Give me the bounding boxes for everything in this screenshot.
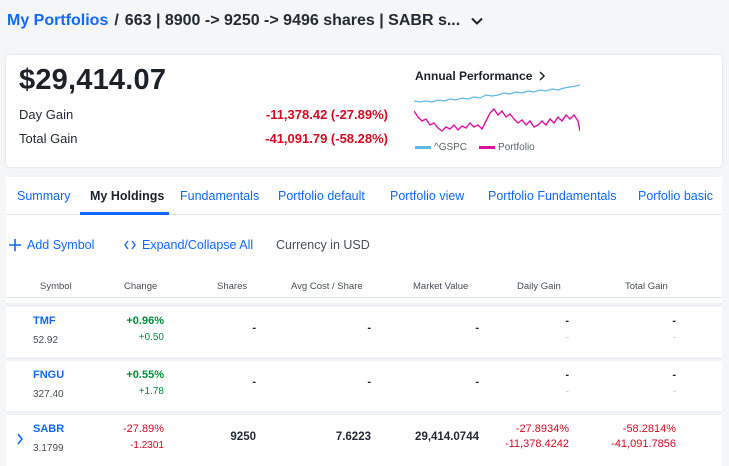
avg-cost-value: - bbox=[367, 376, 371, 388]
annual-performance-link[interactable]: Annual Performance bbox=[415, 69, 546, 83]
tab-portfolio-view[interactable]: Portfolio view bbox=[390, 189, 465, 203]
currency-label: Currency in USD bbox=[276, 238, 370, 252]
breadcrumb: My Portfolios / 663 | 8900 -> 9250 -> 94… bbox=[7, 10, 484, 32]
tab-porfolio-basic[interactable]: Porfolio basic bbox=[638, 189, 714, 203]
legend-label-portfolio: Portfolio bbox=[498, 142, 535, 153]
holdings-panel: Summary My Holdings Fundamentals Portfol… bbox=[6, 177, 722, 466]
total-gain-value: - bbox=[672, 315, 676, 327]
table-row[interactable]: SABR 3.1799 -27.89% -1.2301 9250 7.6223 … bbox=[6, 411, 722, 466]
header-avg-cost[interactable]: Avg Cost / Share bbox=[291, 281, 363, 292]
chevron-right-icon[interactable] bbox=[16, 433, 24, 445]
header-daily-gain[interactable]: Daily Gain bbox=[517, 281, 561, 292]
holdings-toolbar: Add Symbol Expand/Collapse All Currency … bbox=[6, 238, 722, 254]
change-absolute: +0.50 bbox=[138, 332, 164, 343]
symbol-link[interactable]: FNGU bbox=[33, 369, 65, 381]
tab-my-holdings[interactable]: My Holdings bbox=[90, 189, 165, 203]
expand-collapse-label: Expand/Collapse All bbox=[142, 238, 254, 252]
annual-performance-label: Annual Performance bbox=[415, 69, 533, 83]
total-gain-sub: - bbox=[673, 332, 676, 342]
header-change[interactable]: Change bbox=[124, 281, 158, 292]
daily-gain-sub: - bbox=[566, 386, 569, 396]
breadcrumb-separator: / bbox=[114, 12, 119, 29]
symbol-price: 327.40 bbox=[33, 389, 64, 400]
chevron-right-icon bbox=[539, 71, 546, 81]
market-value: - bbox=[475, 322, 479, 334]
daily-gain-value: -27.8934% bbox=[515, 423, 569, 435]
table-row[interactable]: FNGU 327.40 +0.55% +1.78 - - - - - - - bbox=[6, 357, 722, 406]
tab-portfolio-default[interactable]: Portfolio default bbox=[278, 189, 365, 203]
legend-item-gspc: ^GSPC bbox=[415, 142, 467, 153]
day-gain-label: Day Gain bbox=[19, 107, 74, 122]
portfolio-line bbox=[414, 107, 580, 132]
header-total-gain[interactable]: Total Gain bbox=[625, 281, 668, 292]
tab-fundamentals[interactable]: Fundamentals bbox=[180, 189, 260, 203]
active-tab-indicator bbox=[80, 212, 169, 215]
performance-legend: ^GSPC Portfolio bbox=[415, 142, 535, 153]
tab-summary[interactable]: Summary bbox=[17, 189, 71, 203]
change-absolute: +1.78 bbox=[138, 386, 164, 397]
total-portfolio-value: $29,414.07 bbox=[19, 64, 167, 96]
legend-label-gspc: ^GSPC bbox=[434, 142, 468, 153]
total-gain-value: -58.2814% bbox=[622, 423, 676, 435]
chevron-down-icon[interactable] bbox=[470, 14, 484, 28]
total-gain-value: - bbox=[672, 369, 676, 381]
symbol-link[interactable]: SABR bbox=[33, 423, 65, 435]
shares-value: 9250 bbox=[230, 431, 256, 443]
tab-portfolio-fundamentals[interactable]: Portfolio Fundamentals bbox=[488, 189, 617, 203]
symbol-link[interactable]: TMF bbox=[33, 315, 56, 327]
total-gain-sub: - bbox=[673, 386, 676, 396]
my-portfolios-link[interactable]: My Portfolios bbox=[7, 12, 109, 29]
add-symbol-button[interactable]: Add Symbol bbox=[9, 238, 94, 252]
gspc-swatch bbox=[415, 146, 431, 149]
avg-cost-value: 7.6223 bbox=[335, 431, 371, 443]
total-gain-label: Total Gain bbox=[19, 131, 78, 146]
gspc-line bbox=[414, 84, 580, 103]
header-shares[interactable]: Shares bbox=[217, 281, 248, 292]
annual-performance-sparkline[interactable] bbox=[414, 81, 580, 141]
change-percent: +0.55% bbox=[126, 369, 164, 381]
market-value: - bbox=[475, 376, 479, 388]
symbol-price: 3.1799 bbox=[33, 443, 64, 454]
avg-cost-value: - bbox=[367, 322, 371, 334]
portfolio-swatch bbox=[479, 146, 496, 149]
legend-item-portfolio: Portfolio bbox=[479, 142, 535, 153]
day-gain-value: -11,378.42 (-27.89%) bbox=[265, 107, 388, 122]
portfolio-summary-card: $29,414.07 Day Gain -11,378.42 (-27.89%)… bbox=[6, 55, 722, 167]
holdings-table-header: Symbol Change Shares Avg Cost / Share Ma… bbox=[6, 276, 722, 298]
total-gain-sub: -41,091.7856 bbox=[611, 438, 676, 450]
symbol-price: 52.92 bbox=[33, 335, 59, 346]
header-market-value[interactable]: Market Value bbox=[413, 281, 469, 292]
expand-collapse-button[interactable]: Expand/Collapse All bbox=[124, 238, 253, 252]
shares-value: - bbox=[252, 376, 256, 388]
add-symbol-label: Add Symbol bbox=[27, 238, 95, 252]
plus-icon bbox=[9, 239, 21, 251]
code-brackets-icon bbox=[124, 240, 136, 250]
change-absolute: -1.2301 bbox=[130, 440, 164, 451]
change-percent: -27.89% bbox=[123, 423, 164, 435]
portfolio-tabs: Summary My Holdings Fundamentals Portfol… bbox=[6, 177, 722, 215]
daily-gain-value: - bbox=[565, 315, 569, 327]
change-percent: +0.96% bbox=[126, 315, 164, 327]
header-symbol[interactable]: Symbol bbox=[40, 281, 72, 292]
daily-gain-sub: -11,378.4242 bbox=[504, 438, 569, 450]
total-gain-value: -41,091.79 (-58.28%) bbox=[265, 131, 388, 146]
table-row[interactable]: TMF 52.92 +0.96% +0.50 - - - - - - - bbox=[6, 303, 722, 352]
daily-gain-sub: - bbox=[566, 332, 569, 342]
portfolio-title[interactable]: 663 | 8900 -> 9250 -> 9496 shares | SABR… bbox=[124, 12, 461, 29]
market-value: 29,414.0744 bbox=[415, 431, 479, 443]
shares-value: - bbox=[252, 322, 256, 334]
daily-gain-value: - bbox=[565, 369, 569, 381]
